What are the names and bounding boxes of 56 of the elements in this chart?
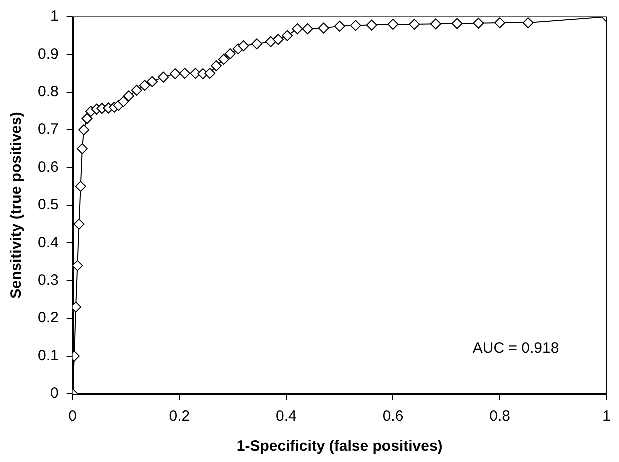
point — [292, 24, 304, 35]
y-tick-label: 0.4 — [38, 234, 59, 252]
y-tick-label: 0.6 — [38, 158, 59, 176]
y-tick-label: 0.7 — [38, 121, 59, 138]
y-tick-label: 0.9 — [38, 46, 59, 63]
annotation: AUC = 0.918 — [472, 340, 560, 357]
point — [318, 22, 330, 34]
point — [76, 143, 88, 154]
point — [388, 19, 399, 30]
point — [350, 20, 362, 32]
point — [494, 18, 506, 29]
point — [210, 60, 222, 72]
point — [473, 18, 484, 29]
point — [204, 68, 216, 80]
point — [366, 20, 378, 31]
point — [272, 34, 284, 46]
y-tick-label: 0.5 — [38, 196, 59, 214]
y-tick-label: 0.8 — [38, 84, 59, 101]
point — [224, 48, 236, 60]
point — [78, 124, 90, 136]
point — [334, 20, 346, 32]
point — [75, 181, 86, 192]
x-tick-label: 0.4 — [276, 408, 297, 426]
x-tick-label: 0.6 — [382, 408, 404, 426]
point — [179, 68, 190, 80]
point — [252, 38, 263, 50]
point — [74, 218, 85, 230]
point — [282, 30, 294, 42]
y-tick-label: 0.2 — [38, 310, 59, 327]
x-tick-label: 0.8 — [490, 408, 510, 426]
point — [123, 90, 134, 102]
point — [302, 24, 314, 35]
point — [218, 54, 230, 66]
y-tick-label: 0 — [50, 385, 59, 402]
point — [118, 96, 130, 108]
point — [265, 36, 276, 48]
x-tick-label: 0.2 — [169, 408, 190, 426]
point — [170, 68, 181, 80]
y-axis-title: Sensitivity (true positives) — [8, 112, 26, 299]
y-tick-label: 0.3 — [38, 272, 59, 290]
x-axis-title: 1-Specificity (false positives) — [236, 438, 443, 456]
point — [158, 72, 170, 83]
point — [452, 18, 463, 30]
x-tick-label: 0 — [68, 408, 78, 426]
point — [139, 80, 150, 92]
point — [409, 19, 420, 30]
point — [131, 85, 142, 96]
point — [146, 76, 158, 88]
x-tick-label: 1 — [602, 408, 611, 426]
point — [82, 113, 93, 124]
point — [522, 18, 534, 29]
point — [72, 260, 84, 272]
point — [238, 40, 250, 52]
y-tick-label: 0.1 — [38, 347, 59, 364]
point — [430, 18, 442, 30]
y-tick-label: 1 — [50, 8, 59, 26]
